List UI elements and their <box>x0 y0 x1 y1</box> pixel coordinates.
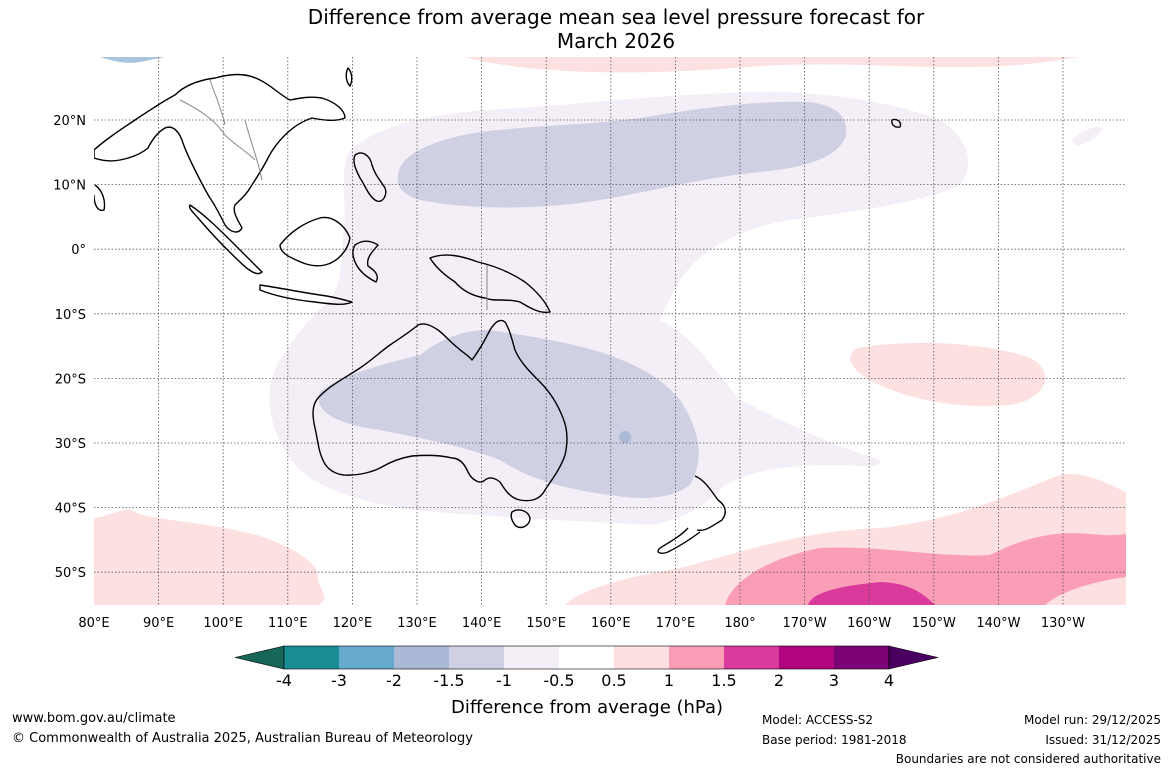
negative-anomaly-region-northwest <box>100 57 165 63</box>
colorbar-tick-labels: -4 -3 -2 -1.5 -1 -0.5 0.5 1 1.5 2 3 4 <box>276 671 894 690</box>
anomaly-shading <box>94 57 1126 605</box>
longitude-label: 170°W <box>783 616 827 631</box>
colorbar-segment <box>559 646 614 669</box>
colorbar-segment <box>724 646 779 669</box>
colorbar-tick-label: -1.5 <box>433 671 464 690</box>
colorbar-tick-label: 1.5 <box>711 671 736 690</box>
colorbar-segment <box>779 646 834 669</box>
colorbar-segment <box>284 646 339 669</box>
positive-anomaly-region-north <box>465 57 1080 73</box>
latitude-label: 0° <box>71 243 86 258</box>
positive-anomaly-region-east-pacific <box>850 342 1046 407</box>
latitude-label: 40°S <box>55 502 86 517</box>
longitude-labels: 80°E 90°E 100°E 110°E 120°E 130°E 140°E 150°E 16… <box>78 616 1085 631</box>
taiwan-coastline <box>345 67 353 87</box>
colorbar-tick-label: 3 <box>829 671 839 690</box>
copyright-text: © Commonwealth of Australia 2025, Austra… <box>12 731 473 746</box>
new-guinea-coastline <box>429 254 551 314</box>
positive-anomaly-region-south-stronger <box>808 582 935 605</box>
base-period: Base period: 1981-2018 <box>762 733 907 747</box>
colorbar <box>234 645 939 670</box>
negative-anomaly-spot <box>619 431 631 443</box>
issued-date: Issued: 31/12/2025 <box>1045 733 1161 747</box>
latitude-label: 10°S <box>55 308 86 323</box>
longitude-label: 150°E <box>526 616 566 631</box>
model-run-date: Model run: 29/12/2025 <box>1023 713 1161 727</box>
sumatra-coastline <box>188 204 263 275</box>
colorbar-tick-label: -0.5 <box>543 671 574 690</box>
longitude-label: 160°E <box>591 616 631 631</box>
longitude-label: 110°E <box>268 616 308 631</box>
longitude-label: 150°W <box>912 616 956 631</box>
longitude-label: 140°E <box>462 616 502 631</box>
negative-anomaly-region-australia <box>318 330 699 498</box>
colorbar-title: Difference from average (hPa) <box>451 697 723 718</box>
colorbar-segment <box>614 646 669 669</box>
map-title: Difference from average mean sea level p… <box>0 5 1173 53</box>
latitude-label: 20°S <box>55 372 86 387</box>
colorbar-tick-label: 2 <box>774 671 784 690</box>
longitude-label: 130°E <box>397 616 437 631</box>
colorbar-tick-label: 4 <box>884 671 894 690</box>
latitude-label: 50°S <box>55 566 86 581</box>
positive-anomaly-region-north-pacific-small <box>1072 126 1103 146</box>
longitude-label: 180° <box>724 616 755 631</box>
mainland-borders <box>179 79 263 181</box>
new-zealand-coastline <box>657 475 726 554</box>
colorbar-lower-extension <box>234 645 285 670</box>
colorbar-tick-label: -3 <box>331 671 347 690</box>
mainland-asia-coastline <box>94 73 346 233</box>
philippines-coastline <box>353 152 387 202</box>
colorbar-tick-label: 1 <box>664 671 674 690</box>
borneo-coastline <box>279 216 351 267</box>
positive-anomaly-region-southwest <box>94 509 325 605</box>
longitude-label: 90°E <box>143 616 174 631</box>
colorbar-tick-label: -2 <box>386 671 402 690</box>
colorbar-segment <box>449 646 504 669</box>
australia-coastline <box>312 319 568 502</box>
colorbar-segment <box>339 646 394 669</box>
model-name: Model: ACCESS-S2 <box>762 713 874 727</box>
colorbar-segment <box>394 646 449 669</box>
longitude-label: 140°W <box>976 616 1020 631</box>
longitude-label: 170°E <box>656 616 696 631</box>
colorbar-upper-extension <box>888 645 939 670</box>
longitude-label: 80°E <box>78 616 109 631</box>
positive-anomaly-region-south-strong <box>725 533 1126 605</box>
colorbar-tick-label: -4 <box>276 671 292 690</box>
graticule <box>94 57 1126 605</box>
colorbar-tick-label: -1 <box>496 671 512 690</box>
country-borders <box>179 79 488 310</box>
colorbar-tick-label: 0.5 <box>601 671 626 690</box>
longitude-label: 160°W <box>847 616 891 631</box>
colorbar-segment <box>504 646 559 669</box>
longitude-label: 120°E <box>333 616 373 631</box>
website-link[interactable]: www.bom.gov.au/climate <box>12 711 176 726</box>
latitude-labels: 20°N 10°N 0° 10°S 20°S 30°S 40°S 50°S <box>53 114 86 581</box>
colorbar-outline <box>283 645 890 670</box>
latitude-label: 10°N <box>53 179 86 194</box>
latitude-label: 20°N <box>53 114 86 129</box>
colorbar-segment <box>669 646 724 669</box>
hawaii-coastline <box>891 118 902 128</box>
negative-anomaly-region-north-pacific <box>397 101 847 208</box>
map-title-line-2: March 2026 <box>556 29 676 53</box>
sri-lanka-coastline <box>94 184 106 212</box>
longitude-label: 100°E <box>203 616 243 631</box>
map-title-line-1: Difference from average mean sea level p… <box>307 5 925 29</box>
sulawesi-coastline <box>352 240 379 283</box>
coastlines <box>94 67 902 554</box>
java-coastline <box>259 284 353 305</box>
longitude-label: 130°W <box>1041 616 1085 631</box>
latitude-label: 30°S <box>55 437 86 452</box>
colorbar-segment <box>834 646 889 669</box>
boundaries-disclaimer: Boundaries are not considered authoritat… <box>895 752 1161 766</box>
tasmania-coastline <box>510 509 531 529</box>
